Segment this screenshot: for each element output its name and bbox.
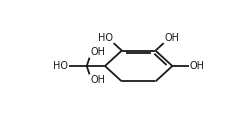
Text: OH: OH [90,75,106,85]
Text: HO: HO [98,33,113,43]
Text: HO: HO [53,61,68,71]
Text: OH: OH [90,47,106,57]
Text: OH: OH [164,33,180,43]
Text: OH: OH [190,61,205,71]
